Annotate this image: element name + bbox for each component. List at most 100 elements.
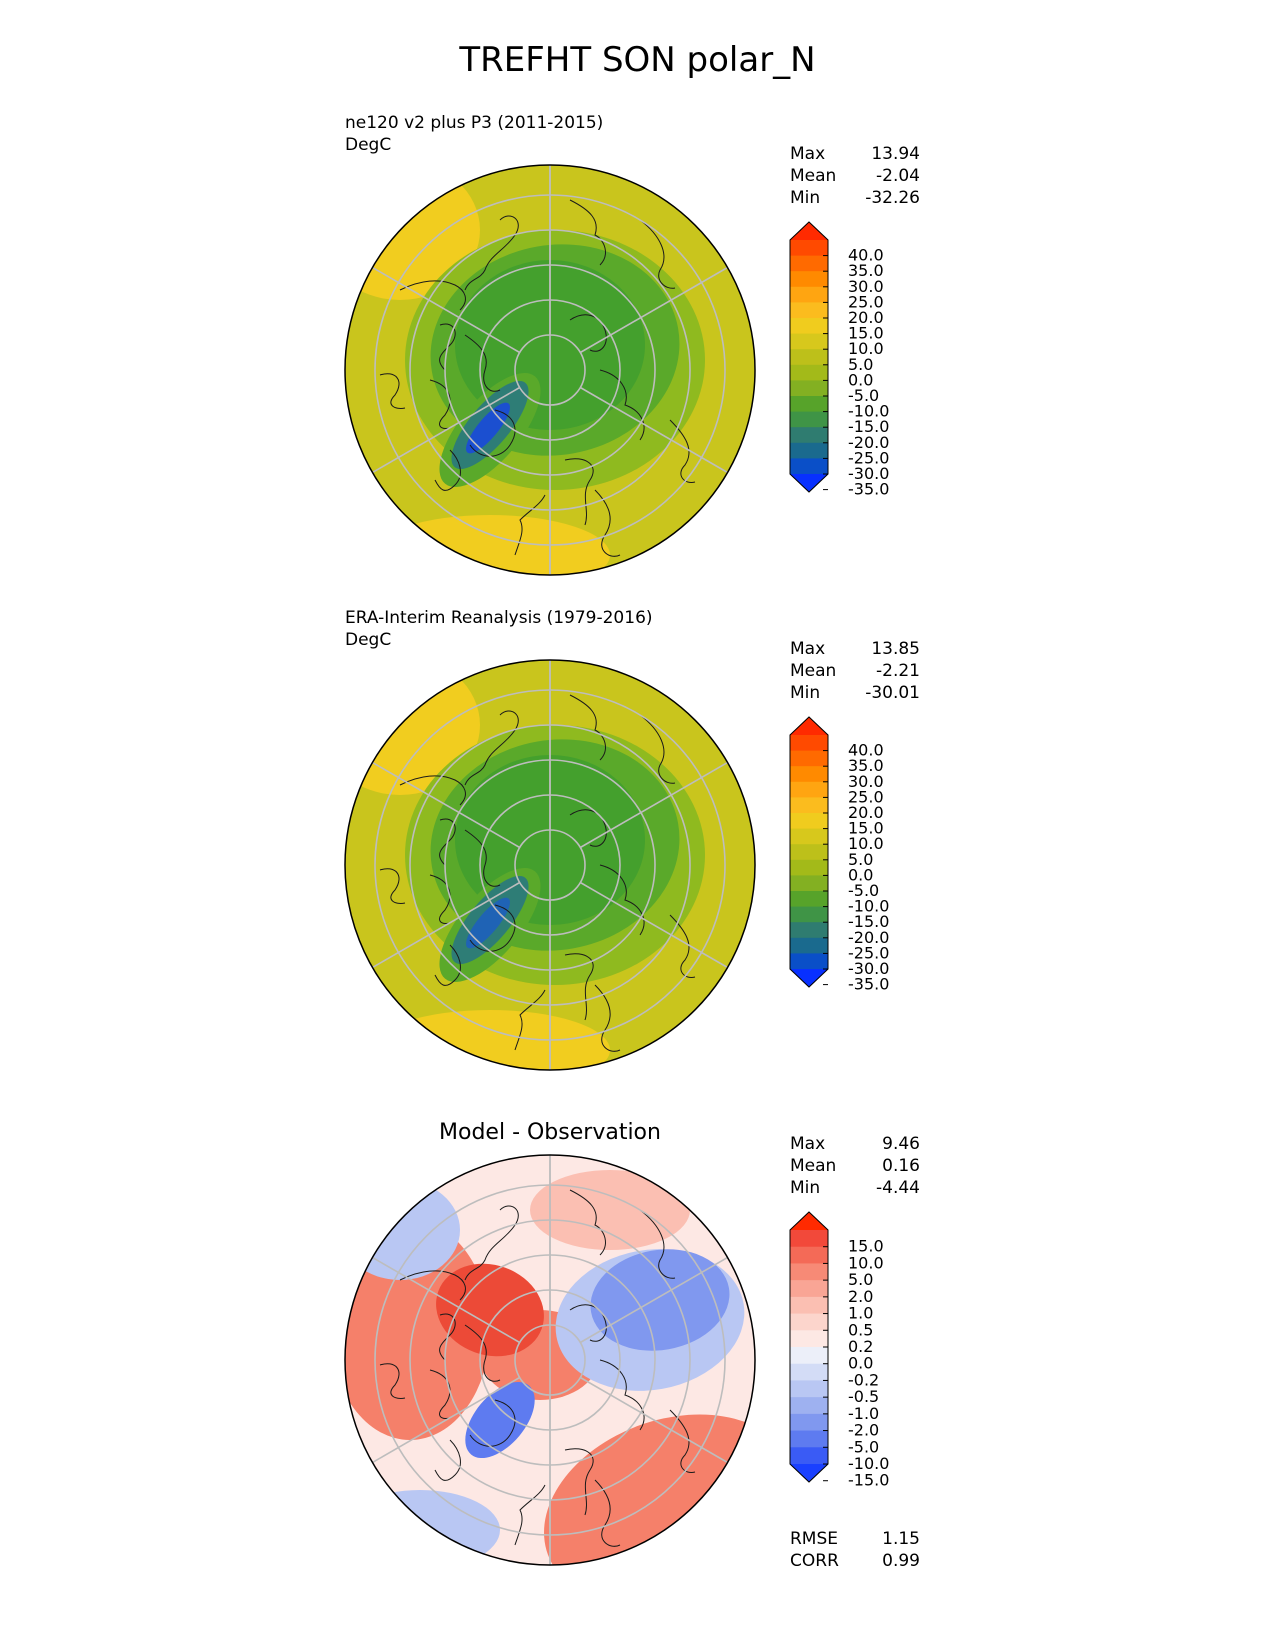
panel1-max-value: 13.94 (871, 144, 920, 164)
panel3-colorbar-band (790, 1246, 828, 1264)
panel3-coastline (469, 1399, 516, 1447)
panel3-min-value: -4.44 (876, 1178, 920, 1198)
panel1-coastline (464, 215, 519, 291)
panel3-meridian (363, 1251, 521, 1344)
panel2-colorbar-tick-label: 40.0 (848, 741, 884, 760)
panel3-colorbar-tick-label: 2.0 (848, 1287, 873, 1306)
panel3-colorbar-tick-label: 1.0 (848, 1304, 873, 1323)
panel3-colorbar-band (790, 1313, 828, 1331)
panel1-coastline (434, 449, 461, 491)
panel3-coastline (464, 1324, 501, 1382)
panel2-map (344, 659, 756, 1071)
panel3-colorbar-tick-label: -5.0 (848, 1437, 879, 1456)
panel1-colorbar-band (790, 255, 828, 272)
panel2-colorbar-band (790, 859, 828, 876)
corr-label: CORR (790, 1551, 839, 1571)
panel1-colorbar-band (790, 458, 828, 475)
panel2-colorbar-tick-label: 5.0 (848, 850, 873, 869)
panel1-colorbar-tick-label: 15.0 (848, 324, 884, 343)
panel3-colorbar-band (790, 1230, 828, 1248)
panel1-colorbar-tick-label: -20.0 (848, 433, 889, 452)
panel3-max-label: Max (790, 1134, 826, 1154)
panel2-colorbar-band (790, 922, 828, 939)
panel3-mean-value: 0.16 (882, 1156, 920, 1176)
panel1-meridian (579, 261, 737, 354)
panel2-colorbar-band (790, 781, 828, 798)
panel3-colorbar-band (790, 1397, 828, 1415)
panel3-meridian (579, 1376, 737, 1469)
panel1-colorbar: 40.035.030.025.020.015.010.05.00.0-5.0-1… (789, 221, 889, 499)
panel2-meridian (579, 881, 737, 974)
panel1-colorbar-extend-min (790, 474, 828, 492)
panel2-colorbar-band (790, 813, 828, 830)
panel2-min-label: Min (790, 683, 821, 703)
panel3-coastline (434, 1439, 461, 1481)
panel3-colorbar-band (790, 1280, 828, 1298)
panel2-colorbar-band (790, 735, 828, 752)
panel3-field-region (590, 1249, 730, 1351)
panel2-colorbar-tick-label: -20.0 (848, 928, 889, 947)
panel2-colorbar-band (790, 844, 828, 861)
panel1-colorbar-tick-label: 35.0 (848, 261, 884, 280)
panel2-colorbar-tick-label: 25.0 (848, 787, 884, 806)
panel3-colorbar-band (790, 1263, 828, 1281)
panel3-colorbar-band (790, 1330, 828, 1348)
figure-title: TREFHT SON polar_N (459, 40, 816, 80)
panel2-coastline (569, 694, 606, 761)
panel1-coastline (439, 323, 456, 371)
panel2-coastline (464, 710, 519, 786)
panel1-colorbar-tick-label: 30.0 (848, 277, 884, 296)
panel3-field-region (465, 1381, 535, 1459)
panel3-coastline (569, 1189, 606, 1256)
panel2-colorbar-band (790, 953, 828, 970)
panel3-max-value: 9.46 (882, 1134, 920, 1154)
panel1-map (344, 164, 756, 576)
panel2-coastline (399, 775, 466, 806)
panel1-colorbar-tick-label: 40.0 (848, 246, 884, 265)
panel2-coastline (599, 864, 645, 936)
panel3-colorbar-tick-label: -1.0 (848, 1404, 879, 1423)
panel1-meridian (363, 261, 521, 354)
panel1-coastline (564, 458, 594, 526)
panel1-colorbar-tick-label: 25.0 (848, 292, 884, 311)
panel3-colorbar-tick-label: -0.5 (848, 1387, 879, 1406)
panel3-title: Model - Observation (439, 1120, 661, 1145)
panel1-coastline (669, 419, 696, 484)
panel2-coastline (469, 904, 516, 952)
panel2-mean-value: -2.21 (876, 661, 920, 681)
panel2-coastline (564, 953, 594, 1021)
panel1-colorbar-band (790, 364, 828, 381)
panel2-colorbar-extend-min (790, 969, 828, 987)
panel1-colorbar-tick-label: -5.0 (848, 386, 879, 405)
panel2-colorbar-tick-label: -15.0 (848, 912, 889, 931)
panel2-colorbar-tick-label: -35.0 (848, 975, 889, 994)
panel1-coastline (429, 379, 451, 429)
panel2-coastline (434, 944, 461, 986)
panel1-min-label: Min (790, 188, 821, 208)
panel3-coastline (429, 1369, 451, 1419)
panel3-colorbar-tick-label: 5.0 (848, 1270, 873, 1289)
panel1-meridian (363, 386, 521, 479)
panel2-coastline (514, 989, 546, 1051)
panel1-colorbar-tick-label: -15.0 (848, 417, 889, 436)
panel3-colorbar-band (790, 1380, 828, 1398)
panel3-metrics: RMSE 1.15 CORR 0.99 (790, 1528, 920, 1572)
panel2-colorbar-tick-label: -5.0 (848, 881, 879, 900)
panel1-colorbar-band (790, 349, 828, 366)
panel1-colorbar-tick-label: 5.0 (848, 355, 873, 374)
panel3-coastline (399, 1270, 466, 1301)
panel3-colorbar-extend-min (790, 1464, 828, 1482)
panel2-coastline (669, 914, 696, 979)
panel3-colorbar-tick-label: 15.0 (848, 1237, 884, 1256)
panel3-colorbar-band (790, 1296, 828, 1315)
panel1-coastline (399, 280, 466, 311)
panel1-stats: Max 13.94 Mean -2.04 Min -32.26 (790, 143, 920, 209)
panel2-colorbar-band (790, 797, 828, 814)
panel1-coastline (569, 199, 606, 266)
panel1-min-value: -32.26 (865, 188, 920, 208)
panel3-coastline (669, 1409, 696, 1474)
panel1-colorbar-band (790, 411, 828, 428)
panel3-field-region (436, 1263, 544, 1357)
panel1-coastline (599, 369, 645, 441)
panel1-colorbar-tick-label: -35.0 (848, 480, 889, 499)
